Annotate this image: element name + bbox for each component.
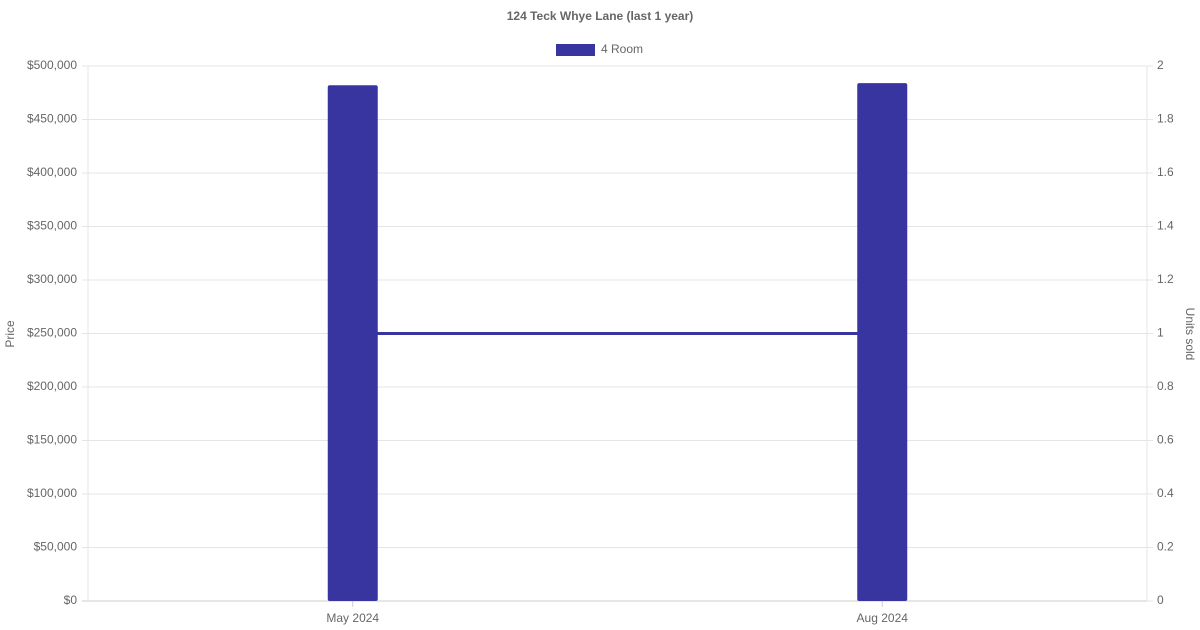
y2-tick-label: 0.4: [1157, 486, 1174, 500]
x-tick-label: May 2024: [326, 611, 379, 625]
y-tick-label: $500,000: [27, 58, 77, 72]
y2-tick-label: 0.2: [1157, 540, 1174, 554]
y-tick-label: $350,000: [27, 219, 77, 233]
y2-axis-title: Units sold: [1183, 308, 1197, 361]
y-tick-label: $0: [64, 593, 78, 607]
y2-tick-label: 1.2: [1157, 272, 1174, 286]
y-tick-label: $50,000: [34, 540, 78, 554]
y2-tick-label: 1.4: [1157, 219, 1174, 233]
y-tick-label: $400,000: [27, 165, 77, 179]
bar: [857, 83, 908, 602]
y2-tick-label: 0: [1157, 593, 1164, 607]
x-tick-label: Aug 2024: [857, 611, 909, 625]
y2-tick-label: 1.6: [1157, 165, 1174, 179]
y-tick-label: $300,000: [27, 272, 77, 286]
bar: [327, 85, 378, 601]
y2-tick-label: 1: [1157, 326, 1164, 340]
y-tick-label: $150,000: [27, 433, 77, 447]
legend-swatch: [556, 44, 595, 56]
y-axis-title: Price: [3, 320, 17, 348]
y-tick-label: $200,000: [27, 379, 77, 393]
y-tick-label: $100,000: [27, 486, 77, 500]
y-tick-label: $450,000: [27, 112, 77, 126]
y-tick-label: $250,000: [27, 326, 77, 340]
y2-tick-label: 0.8: [1157, 379, 1174, 393]
chart-title: 124 Teck Whye Lane (last 1 year): [507, 9, 694, 23]
y2-tick-label: 0.6: [1157, 433, 1174, 447]
legend-label: 4 Room: [601, 42, 643, 56]
y2-tick-label: 2: [1157, 58, 1164, 72]
y2-tick-label: 1.8: [1157, 112, 1174, 126]
